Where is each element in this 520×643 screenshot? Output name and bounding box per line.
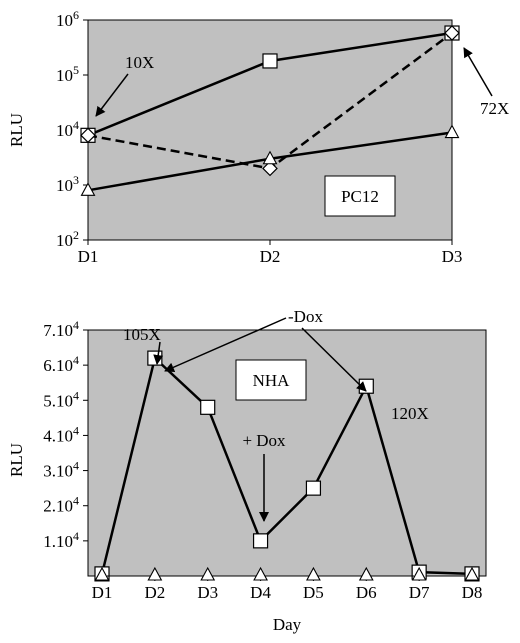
x-tick-label: D1 [92,583,113,602]
y-tick-label: 7.104 [43,318,79,340]
marker-square [306,481,320,495]
x-tick-label: D1 [78,247,99,266]
x-tick-label: D7 [409,583,430,602]
annotation-plus-dox: + Dox [242,431,286,450]
chart-pc12: 102 103 104 105 106 D1 D2 D3 RLU PC12 10X 72X [7,8,509,266]
y-tick-label: 104 [56,118,79,140]
x-tick-label: D2 [144,583,165,602]
annotation-10x: 10X [125,53,154,72]
annotation-72x: 72X [480,99,509,118]
y-tick-label: 105 [56,63,79,85]
y-tick-label: 4.104 [43,423,79,445]
x-tick-label: D6 [356,583,377,602]
y-axis-title-pc12: RLU [7,113,26,147]
y-tick-label: 102 [56,228,79,250]
annotation-120x: 120X [391,404,429,423]
y-axis-title-nha: RLU [7,443,26,477]
y-tick-label: 2.104 [43,494,79,516]
x-tick-label: D4 [250,583,271,602]
x-ticks-pc12: D1 D2 D3 [78,240,463,266]
annotation-105x: 105X [123,325,161,344]
label-box-nha-text: NHA [253,371,291,390]
label-box-pc12-text: PC12 [341,187,379,206]
y-tick-label: 5.104 [43,388,79,410]
x-axis-title-nha: Day [273,615,302,634]
y-ticks-nha: 1.104 2.104 3.104 4.104 5.104 6.104 7.104 [43,318,88,551]
x-tick-label: D3 [197,583,218,602]
x-tick-label: D2 [260,247,281,266]
x-tick-label: D8 [462,583,483,602]
y-tick-label: 6.104 [43,353,79,375]
marker-square [148,351,162,365]
x-tick-label: D5 [303,583,324,602]
y-tick-label: 106 [56,8,79,30]
chart-nha: 1.104 2.104 3.104 4.104 5.104 6.104 7.104 D1 D2… [7,307,486,634]
y-tick-label: 3.104 [43,459,79,481]
marker-square [263,54,277,68]
annotation-minus-dox: -Dox [288,307,323,326]
arrow-72x [464,48,492,96]
marker-square [254,534,268,548]
y-tick-label: 103 [56,173,79,195]
marker-square [201,400,215,414]
x-tick-label: D3 [442,247,463,266]
y-tick-label: 1.104 [43,529,79,551]
